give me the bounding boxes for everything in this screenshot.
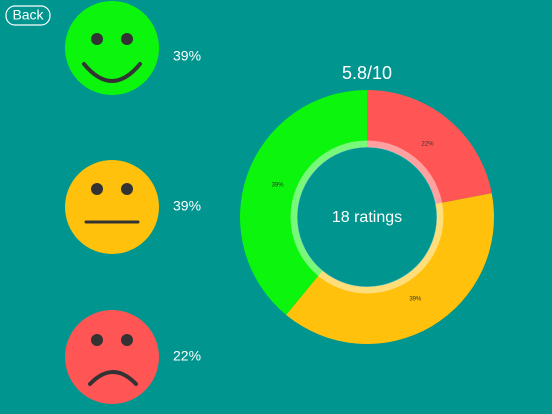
donut-slice [367,90,492,204]
eye [121,334,133,346]
eye [121,183,133,195]
neutral-face [65,160,159,254]
slice-label: 22% [422,141,435,147]
sad-face [65,310,159,404]
chart-title: 5.8/10 [342,63,392,83]
back-button-label[interactable]: Back [12,7,44,23]
back-button-frame[interactable] [5,5,51,26]
mouth [88,370,138,386]
rating-percent: 39% [173,198,201,214]
face-circle [65,310,159,404]
mouth [82,62,142,83]
rating-percent: 22% [173,348,201,364]
eye [121,33,133,45]
eye [91,183,103,195]
eye [91,33,103,45]
back-button[interactable]: Back [5,5,51,26]
rating-percent: 39% [173,48,201,64]
center-label: 18 ratings [332,209,402,226]
happy-face [65,1,159,95]
donut-slice [239,90,367,315]
donut-slice [286,193,495,345]
slice-label: 39% [409,296,422,302]
face-circle [65,160,159,254]
inner-ring [290,140,444,294]
eye [91,334,103,346]
donut-chart: 22% 39% 39% [239,90,495,345]
slice-label: 39% [272,182,285,188]
